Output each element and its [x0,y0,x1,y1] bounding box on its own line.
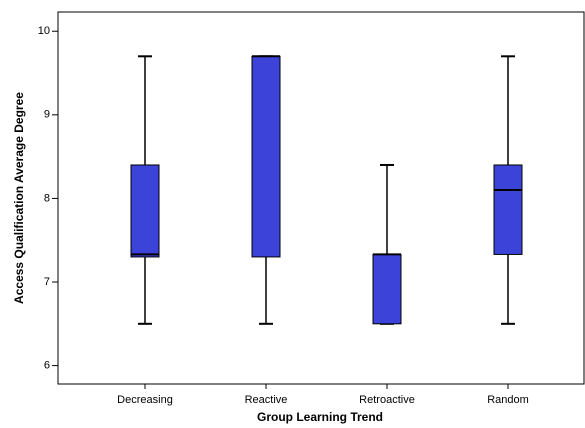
x-tick-label: Retroactive [359,394,415,406]
x-tick-label: Random [487,394,529,406]
x-tick-label: Decreasing [117,394,173,406]
y-axis-title: Access Qualification Average Degree [12,92,26,304]
y-tick-label: 8 [44,192,50,204]
y-tick-label: 6 [44,360,50,372]
box [130,164,160,258]
y-tick-label: 10 [38,25,50,37]
x-tick-label: Reactive [245,394,288,406]
box [251,55,281,258]
y-tick-label: 7 [44,276,50,288]
box [493,164,523,255]
x-axis-title: Group Learning Trend [257,410,383,424]
box [372,253,402,325]
y-tick-label: 9 [44,109,50,121]
